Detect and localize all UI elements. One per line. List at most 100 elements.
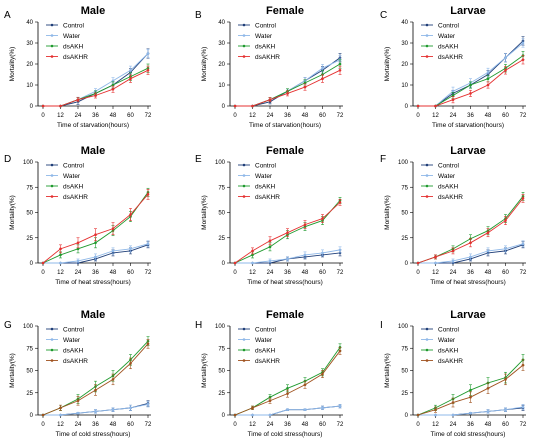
y-tick-label: 100 (23, 160, 34, 166)
series-dsakhr (416, 194, 525, 265)
y-axis-label: Mortality(%) (9, 353, 16, 388)
data-point (434, 255, 437, 259)
y-axis-label: Mortality(%) (9, 195, 16, 230)
series-dsakh (416, 192, 525, 265)
series-line (234, 347, 341, 416)
data-point (504, 408, 507, 411)
data-point (76, 259, 80, 263)
series-line (235, 69, 341, 107)
data-point (486, 231, 490, 234)
legend-marker (425, 359, 429, 362)
x-axis-label: Time of cold stress(hours) (56, 431, 131, 438)
data-point (469, 255, 472, 259)
panel-h: H Female 0 25 50 75 100 0 12 24 36 48 60 72 Time of co… (195, 309, 344, 438)
panel-title: Larvae (450, 145, 485, 157)
legend-label: dsAKH (255, 183, 276, 190)
series-dsakhr (41, 188, 150, 265)
series-dsakhr (416, 55, 525, 108)
data-point (268, 399, 272, 403)
data-point (251, 261, 254, 265)
legend-marker (242, 44, 246, 48)
series-water (41, 48, 150, 108)
series-line (235, 57, 341, 107)
data-point (486, 410, 490, 413)
data-point (521, 197, 525, 200)
x-tick-label: 0 (233, 422, 237, 428)
x-tick-label: 60 (127, 422, 134, 428)
x-tick-label: 12 (432, 422, 439, 428)
data-point (41, 104, 45, 108)
x-tick-label: 36 (467, 422, 474, 428)
panel-g: G Male 0 25 50 75 100 0 12 24 36 48 60 72 Time of cold… (4, 309, 152, 438)
x-tick-label: 36 (467, 113, 474, 119)
panel-title: Female (266, 309, 304, 321)
y-tick-label: 25 (401, 236, 408, 242)
panel-e: E Female 0 25 50 75 100 0 12 24 36 48 60 72 Time of he… (195, 145, 344, 286)
y-tick-label: 100 (215, 324, 226, 330)
data-point (41, 261, 45, 265)
x-tick-label: 24 (450, 113, 457, 119)
series-line (417, 198, 524, 264)
x-tick-label: 12 (57, 270, 64, 276)
legend-marker (50, 348, 54, 352)
legend-marker (425, 163, 429, 167)
x-tick-label: 48 (302, 422, 309, 428)
series-line (43, 67, 149, 107)
y-tick-label: 10 (401, 83, 408, 89)
series-water (416, 404, 525, 417)
x-tick-label: 12 (249, 113, 256, 119)
x-tick-label: 72 (145, 113, 152, 119)
panel-f: F Larvae 0 25 50 75 100 0 12 24 36 48 60 72 Time of he… (380, 145, 527, 286)
x-tick-label: 12 (57, 422, 64, 428)
data-point (416, 261, 420, 265)
series-line (235, 59, 341, 107)
legend-marker (242, 359, 246, 362)
y-tick-label: 40 (218, 20, 225, 26)
data-point (321, 406, 324, 410)
x-tick-label: 36 (467, 270, 474, 276)
data-point (504, 247, 507, 251)
x-tick-label: 60 (502, 113, 509, 119)
series-dsakh (41, 187, 150, 265)
data-point (129, 406, 132, 410)
series-dsakh (233, 343, 342, 417)
y-tick-label: 0 (222, 261, 226, 267)
legend-marker (50, 163, 54, 167)
data-point (111, 83, 115, 87)
x-axis-label: Time of heat stress(hours) (247, 279, 323, 286)
legend-label: dsAKHR (255, 54, 280, 61)
data-point (469, 411, 472, 415)
x-axis-label: Time of starvation(hours) (249, 122, 321, 129)
data-point (521, 405, 525, 409)
data-point (233, 261, 237, 265)
legend-marker (242, 174, 246, 177)
data-point (303, 408, 307, 411)
x-tick-label: 60 (502, 270, 509, 276)
y-tick-label: 20 (218, 62, 225, 68)
y-axis-label: Mortality(%) (9, 47, 16, 82)
data-point (146, 242, 150, 246)
data-point (146, 52, 150, 55)
data-point (303, 85, 307, 89)
y-tick-label: 30 (26, 41, 33, 47)
x-axis-label: Time of starvation(hours) (57, 122, 129, 129)
y-tick-label: 0 (222, 104, 226, 110)
x-tick-label: 24 (75, 270, 82, 276)
data-point (321, 77, 324, 80)
y-tick-label: 0 (30, 413, 34, 419)
data-point (111, 227, 115, 230)
x-tick-label: 48 (110, 422, 117, 428)
y-tick-label: 25 (26, 391, 33, 397)
legend-label: Water (255, 173, 273, 180)
panel-letter: H (195, 320, 202, 331)
x-tick-label: 24 (450, 422, 457, 428)
x-tick-label: 72 (145, 270, 152, 276)
x-tick-label: 24 (75, 113, 82, 119)
x-tick-label: 72 (337, 422, 344, 428)
y-tick-label: 0 (405, 104, 409, 110)
legend-label: Control (438, 326, 460, 333)
x-axis-label: Time of cold stress(hours) (431, 431, 506, 438)
x-tick-label: 0 (233, 270, 237, 276)
y-tick-label: 50 (218, 211, 225, 217)
data-point (469, 92, 472, 95)
